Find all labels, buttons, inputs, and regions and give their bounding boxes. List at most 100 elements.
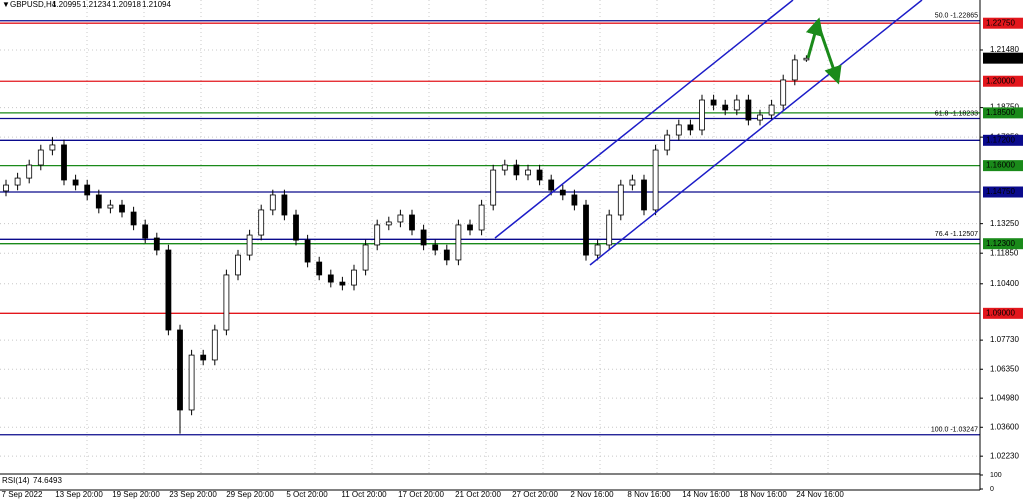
candle-body [722, 104, 729, 111]
candle-body [594, 244, 601, 256]
x-tick-label: 13 Sep 20:00 [55, 490, 103, 499]
candle-body [188, 354, 195, 411]
x-tick-label: 27 Oct 20:00 [512, 490, 558, 499]
candle-body [293, 214, 299, 241]
candle-body [687, 124, 694, 131]
candle-body [223, 274, 230, 331]
y-tick-label: 1.10400 [990, 279, 1019, 288]
candle-body [374, 224, 381, 246]
y-tick-label: 1.03600 [990, 422, 1019, 431]
arrow-up [805, 17, 824, 59]
candle-body [455, 224, 462, 261]
candle-body [478, 204, 485, 231]
candle-body [177, 329, 183, 411]
candle-body [84, 184, 91, 196]
candle-body [119, 204, 125, 213]
candle-body [629, 179, 636, 186]
candle-body [95, 194, 102, 209]
candle-body [710, 99, 717, 106]
candle-body [107, 204, 114, 209]
level-price-box [983, 75, 1023, 87]
symbol-title: GBPUSD,H4 [10, 0, 57, 9]
candle-body [791, 59, 798, 81]
x-tick-label: 19 Sep 20:00 [112, 490, 160, 499]
candle-body [467, 224, 473, 231]
candle-body [675, 124, 682, 136]
candle-body [409, 214, 415, 231]
channel-upper [494, 0, 794, 239]
header-value: 1.21094 [142, 0, 171, 9]
x-tick-label: 29 Sep 20:00 [226, 490, 274, 499]
header-value: 1.20918 [112, 0, 141, 9]
candle-body [258, 209, 265, 236]
rsi-tick-label: 100 [990, 472, 1002, 479]
candle-body [26, 164, 33, 179]
fib-label: 100.0 -1.03247 [931, 427, 978, 434]
x-tick-label: 14 Nov 16:00 [682, 490, 730, 499]
candle-body [72, 179, 79, 186]
x-tick-label: 21 Oct 20:00 [455, 490, 501, 499]
candle-body [536, 169, 543, 181]
candle-body [14, 177, 21, 186]
last-price-box [983, 52, 1023, 64]
channel-lower [589, 0, 923, 266]
candle-body [200, 354, 207, 361]
candle-body [246, 234, 253, 256]
candle-body [548, 179, 555, 191]
candle-body [327, 274, 334, 283]
last-price-label: 1.21094 [986, 53, 1015, 62]
level-price-label: 1.14750 [986, 187, 1015, 196]
fib-label: 76.4 -1.12507 [935, 231, 978, 238]
x-tick-label: 8 Nov 16:00 [627, 490, 671, 499]
candle-body [49, 144, 56, 151]
y-tick-label: 1.06350 [990, 364, 1019, 373]
level-price-label: 1.20000 [986, 76, 1015, 85]
level-price-label: 1.09000 [986, 308, 1015, 317]
candle-body [304, 239, 311, 263]
x-tick-label: 7 Sep 2022 [2, 490, 43, 499]
x-tick-label: 18 Nov 16:00 [739, 490, 787, 499]
candle-body [559, 189, 566, 196]
candle-body [664, 134, 671, 151]
candle-body [211, 329, 218, 361]
candle-body [501, 164, 508, 171]
candle-body [780, 79, 787, 106]
x-tick-label: 17 Oct 20:00 [398, 490, 444, 499]
candle-body [385, 221, 392, 226]
candle-body [525, 169, 531, 176]
y-tick-label: 1.11850 [990, 248, 1019, 257]
y-tick-label: 1.04980 [990, 393, 1019, 402]
arrow-down [816, 23, 842, 85]
candle-body [339, 281, 346, 286]
candle-body [165, 249, 172, 331]
fib-label: 61.8 -1.18233 [935, 110, 978, 117]
y-tick-label: 1.21480 [990, 45, 1019, 54]
candle-body [420, 229, 427, 246]
candle-body [316, 261, 323, 276]
candle-body [699, 99, 705, 131]
candle-body [745, 99, 752, 121]
candle-body [733, 99, 740, 111]
candle-body [153, 237, 160, 251]
y-tick-label: 1.18750 [990, 103, 1019, 112]
candle-body [432, 244, 439, 251]
y-tick-label: 1.13250 [990, 219, 1019, 228]
level-price-box [983, 307, 1023, 319]
x-tick-label: 23 Sep 20:00 [169, 490, 217, 499]
level-price-label: 1.16000 [986, 161, 1015, 170]
candle-body [130, 211, 137, 226]
candle-body [606, 214, 613, 246]
level-price-box [983, 134, 1023, 146]
x-tick-label: 2 Nov 16:00 [570, 490, 614, 499]
candle-body [281, 194, 288, 216]
candle-body [61, 144, 67, 181]
candle-body [652, 149, 659, 211]
x-tick-label: 5 Oct 20:00 [286, 490, 328, 499]
level-price-label: 1.17200 [986, 135, 1015, 144]
candle-body [443, 249, 450, 261]
level-price-box [983, 160, 1023, 172]
candle-body [362, 244, 369, 271]
header-value: 1.20995 [52, 0, 81, 9]
candle-body [3, 184, 9, 192]
